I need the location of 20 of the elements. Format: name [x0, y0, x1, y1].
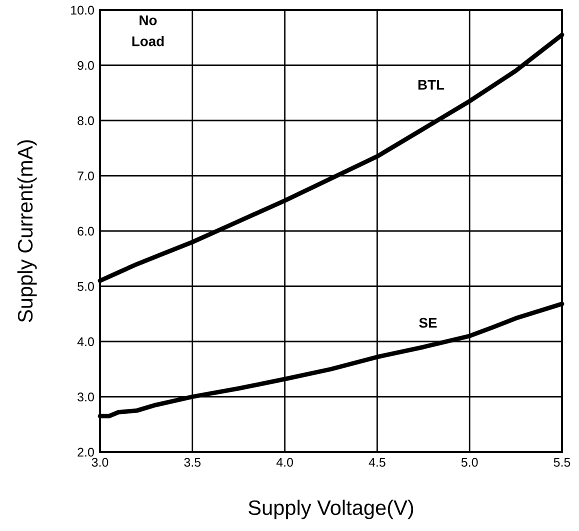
- x-tick-label: 4.5: [368, 458, 386, 467]
- y-tick-label: 8.0: [78, 116, 94, 126]
- y-tick-label: 9.0: [78, 61, 94, 70]
- annotation: No Load: [132, 16, 164, 46]
- y-axis-title: Supply Current(mA): [17, 140, 37, 322]
- y-tick-label: 2.0: [78, 448, 94, 457]
- x-axis-title: Supply Voltage(V): [248, 500, 414, 520]
- x-tick-label: 5.0: [461, 458, 478, 467]
- x-tick-label: 4.0: [276, 458, 293, 467]
- y-tick-label: 6.0: [78, 226, 94, 236]
- y-tick-label: 3.0: [78, 392, 94, 402]
- y-tick-label: 7.0: [78, 172, 94, 180]
- x-tick-label: 5.5: [554, 458, 570, 467]
- annotation: SE: [419, 318, 437, 328]
- x-tick-label: 3.5: [184, 458, 201, 467]
- y-tick-label: 5.0: [78, 282, 94, 291]
- y-tick-label: 10.0: [71, 6, 94, 15]
- annotation: BTL: [418, 80, 444, 90]
- y-tick-label: 4.0: [77, 337, 94, 346]
- x-tick-label: 3.0: [92, 458, 108, 467]
